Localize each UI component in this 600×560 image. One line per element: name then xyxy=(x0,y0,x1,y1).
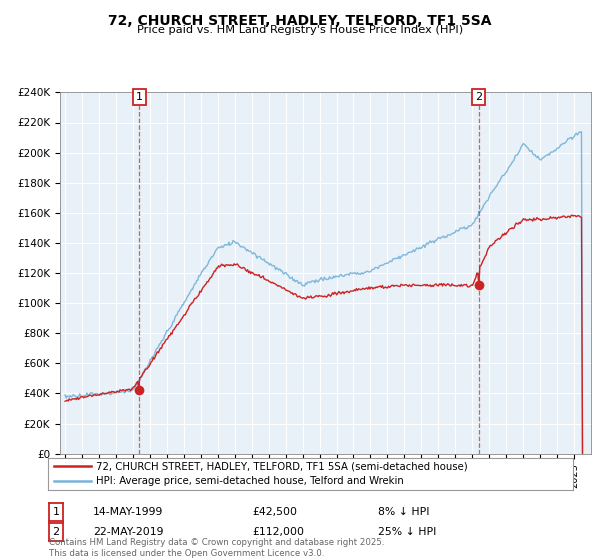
Text: 2: 2 xyxy=(475,92,482,102)
Text: 72, CHURCH STREET, HADLEY, TELFORD, TF1 5SA: 72, CHURCH STREET, HADLEY, TELFORD, TF1 … xyxy=(108,14,492,28)
Text: 1: 1 xyxy=(52,507,59,517)
Text: Price paid vs. HM Land Registry's House Price Index (HPI): Price paid vs. HM Land Registry's House … xyxy=(137,25,463,35)
Text: 25% ↓ HPI: 25% ↓ HPI xyxy=(378,527,436,537)
Text: 8% ↓ HPI: 8% ↓ HPI xyxy=(378,507,430,517)
Text: HPI: Average price, semi-detached house, Telford and Wrekin: HPI: Average price, semi-detached house,… xyxy=(96,476,404,486)
Text: £42,500: £42,500 xyxy=(252,507,297,517)
Text: 22-MAY-2019: 22-MAY-2019 xyxy=(93,527,163,537)
Text: 1: 1 xyxy=(136,92,143,102)
Text: 2: 2 xyxy=(52,527,59,537)
Text: Contains HM Land Registry data © Crown copyright and database right 2025.
This d: Contains HM Land Registry data © Crown c… xyxy=(49,538,385,558)
Text: 14-MAY-1999: 14-MAY-1999 xyxy=(93,507,163,517)
Text: 72, CHURCH STREET, HADLEY, TELFORD, TF1 5SA (semi-detached house): 72, CHURCH STREET, HADLEY, TELFORD, TF1 … xyxy=(96,461,468,472)
Text: £112,000: £112,000 xyxy=(252,527,304,537)
